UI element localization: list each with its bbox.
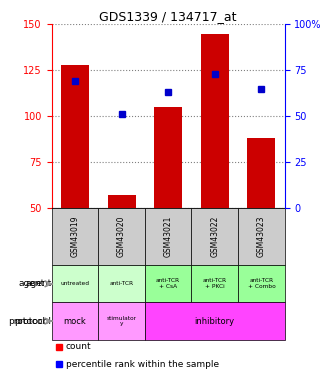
FancyBboxPatch shape [52,208,98,265]
Text: protocol: protocol [8,316,45,326]
Bar [154,107,182,208]
FancyBboxPatch shape [238,265,285,303]
Bar [247,138,275,208]
Text: agent: agent [19,279,45,288]
Text: agent: agent [25,279,52,288]
Bar [108,195,136,208]
Text: anti-TCR
+ CsA: anti-TCR + CsA [156,278,180,289]
FancyBboxPatch shape [145,208,191,265]
Text: anti-TCR
+ PKCi: anti-TCR + PKCi [203,278,227,289]
Text: stimulator
y: stimulator y [107,316,137,327]
FancyBboxPatch shape [98,303,145,340]
Text: count: count [66,342,91,351]
Bar [201,33,229,208]
FancyBboxPatch shape [191,265,238,303]
Text: GSM43019: GSM43019 [70,216,80,257]
FancyBboxPatch shape [98,265,145,303]
Text: protocol: protocol [15,316,52,326]
Text: percentile rank within the sample: percentile rank within the sample [66,360,219,369]
Text: untreated: untreated [60,281,90,286]
FancyBboxPatch shape [191,208,238,265]
Title: GDS1339 / 134717_at: GDS1339 / 134717_at [100,10,237,23]
Text: GSM43021: GSM43021 [164,216,173,257]
Text: mock: mock [64,316,86,326]
Text: inhibitory: inhibitory [195,316,235,326]
Bar [61,65,89,208]
Text: anti-TCR
+ Combo: anti-TCR + Combo [247,278,275,289]
FancyBboxPatch shape [145,303,285,340]
Text: GSM43023: GSM43023 [257,216,266,257]
FancyBboxPatch shape [52,265,98,303]
Text: GSM43020: GSM43020 [117,216,126,257]
FancyBboxPatch shape [98,208,145,265]
Text: anti-TCR: anti-TCR [110,281,134,286]
FancyBboxPatch shape [52,303,98,340]
FancyBboxPatch shape [238,208,285,265]
Text: GSM43022: GSM43022 [210,216,219,257]
FancyBboxPatch shape [145,265,191,303]
